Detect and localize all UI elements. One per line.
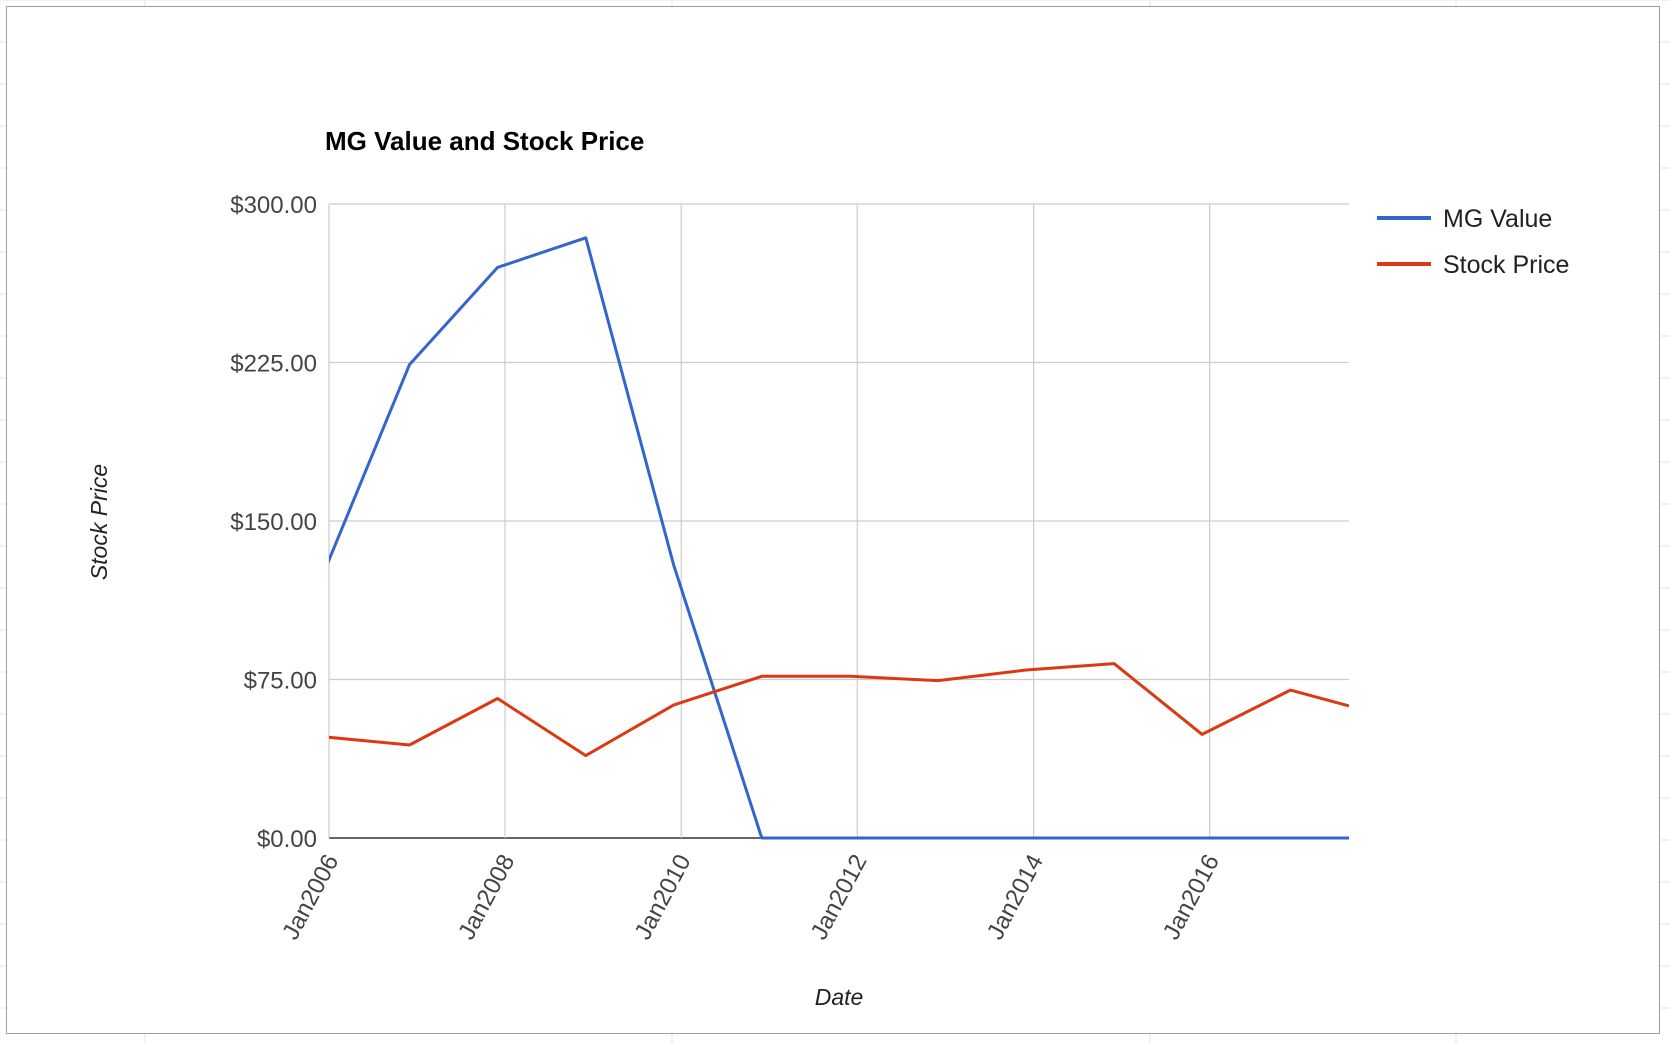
series-line-mg-value[interactable] — [322, 236, 1350, 840]
y-tick-label: $300.00 — [230, 192, 317, 219]
x-axis-tick-labels: Jan2006 Jan2008 Jan2010 Jan2012 Jan2014 Jan20… — [277, 850, 1225, 944]
x-tick-label: Jan2010 — [630, 850, 697, 944]
chart-title: MG Value and Stock Price — [325, 126, 644, 156]
legend-entry-label: MG Value — [1443, 205, 1552, 233]
legend-entry-label: Stock Price — [1443, 251, 1569, 279]
series-line-stock-price[interactable] — [322, 662, 1350, 758]
y-axis-tick-labels: $0.00 $75.00 $150.00 $225.00 $300.00 — [230, 192, 317, 853]
x-tick-label: Jan2012 — [806, 850, 873, 944]
x-tick-label: Jan2016 — [1158, 850, 1225, 944]
x-tick-label: Jan2014 — [982, 850, 1049, 944]
legend: MG Value Stock Price — [1377, 205, 1569, 279]
y-tick-label: $150.00 — [230, 509, 317, 536]
series-lines — [322, 236, 1350, 840]
x-tick-label: Jan2006 — [277, 850, 344, 944]
y-tick-label: $225.00 — [230, 351, 317, 378]
chart-container[interactable]: MG Value and Stock Price $0.00 $75.00 $150… — [6, 6, 1660, 1034]
x-tick-label: Jan2008 — [453, 850, 520, 944]
line-chart: MG Value and Stock Price $0.00 $75.00 $150… — [86, 126, 1569, 1010]
y-tick-label: $75.00 — [244, 668, 317, 695]
y-tick-label: $0.00 — [257, 826, 317, 853]
gridlines — [328, 203, 1349, 839]
y-axis-label: Stock Price — [86, 464, 112, 580]
x-axis-label: Date — [815, 984, 864, 1010]
